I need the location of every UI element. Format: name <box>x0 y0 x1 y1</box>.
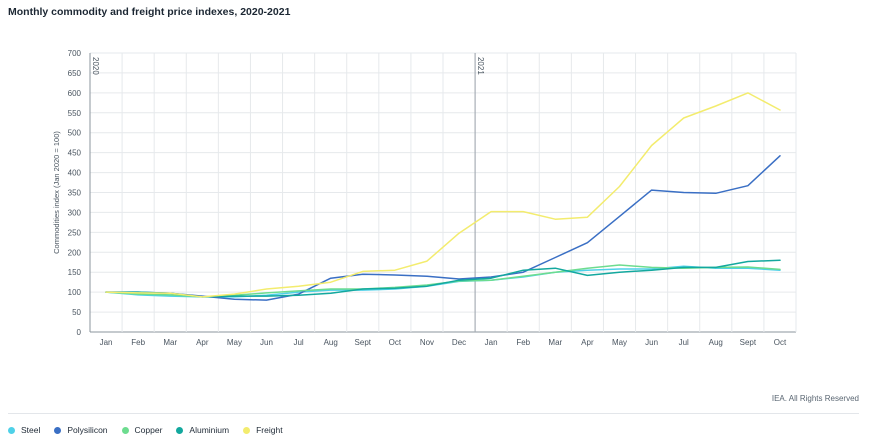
legend-swatch-steel <box>8 426 15 434</box>
y-tick-label-700: 700 <box>68 49 82 58</box>
y-tick-label-0: 0 <box>77 328 82 337</box>
legend-item-aluminium[interactable]: Aluminium <box>176 425 229 435</box>
y-tick-label-450: 450 <box>68 149 82 158</box>
series-line-aluminium <box>105 259 781 298</box>
legend-divider <box>8 413 859 414</box>
legend-label-aluminium: Aluminium <box>189 425 230 435</box>
chart-title: Monthly commodity and freight price inde… <box>8 6 291 18</box>
credit-text: IEA. All Rights Reserved <box>771 394 859 403</box>
x-tick-label-2: Mar <box>163 338 177 347</box>
legend-swatch-polysilicon <box>54 426 62 434</box>
x-tick-label-11: Dec <box>452 338 466 347</box>
y-tick-label-550: 550 <box>68 109 82 118</box>
x-tick-label-5: Jun <box>260 338 273 347</box>
y-tick-label-150: 150 <box>68 268 82 277</box>
x-tick-label-21: Oct <box>774 338 787 347</box>
legend-item-steel[interactable]: Steel <box>8 425 40 435</box>
y-tick-label-500: 500 <box>68 129 82 138</box>
year-marker-label-2021: 2021 <box>476 57 485 75</box>
y-axis-label: Commodities index (Jan 2020 = 100) <box>52 131 61 254</box>
x-tick-label-0: Jan <box>100 338 113 347</box>
x-tick-label-1: Feb <box>131 338 145 347</box>
x-tick-label-9: Oct <box>389 338 402 347</box>
x-tick-label-13: Feb <box>516 338 530 347</box>
legend-label-freight: Freight <box>256 425 283 435</box>
y-tick-label-200: 200 <box>68 248 82 257</box>
x-tick-label-17: Jun <box>645 338 658 347</box>
y-tick-label-300: 300 <box>68 208 82 217</box>
legend-swatch-copper <box>121 426 129 434</box>
line-chart: 0 50 100 150 200 250 300 350 400 450 500 550 600 650 7… <box>52 49 797 347</box>
x-tick-label-4: May <box>227 338 242 347</box>
legend-label-steel: Steel <box>21 425 41 435</box>
x-tick-label-18: Jul <box>679 338 689 347</box>
y-tick-label-650: 650 <box>68 69 82 78</box>
x-tick-label-15: Apr <box>581 338 594 347</box>
x-tick-label-7: Aug <box>324 338 338 347</box>
x-tick-label-3: Apr <box>196 338 209 347</box>
y-tick-label-50: 50 <box>72 308 81 317</box>
legend-item-freight[interactable]: Freight <box>243 425 283 435</box>
x-tick-label-14: Mar <box>548 338 562 347</box>
y-tick-label-400: 400 <box>68 169 82 178</box>
x-tick-label-12: Jan <box>485 338 498 347</box>
y-tick-label-250: 250 <box>68 228 82 237</box>
legend: Steel Polysilicon Copper Aluminium Freig… <box>8 425 283 435</box>
y-tick-label-600: 600 <box>68 89 82 98</box>
x-tick-label-10: Nov <box>420 338 434 347</box>
x-tick-label-16: May <box>612 338 627 347</box>
x-tick-label-19: Aug <box>709 338 723 347</box>
series-line-polysilicon <box>105 155 781 301</box>
y-tick-label-100: 100 <box>68 288 82 297</box>
year-marker-label-2020: 2020 <box>91 57 100 75</box>
x-tick-label-20: Sept <box>740 338 757 347</box>
legend-label-polysilicon: Polysilicon <box>67 425 108 435</box>
legend-item-copper[interactable]: Copper <box>121 425 163 435</box>
x-tick-label-6: Jul <box>293 338 303 347</box>
legend-swatch-aluminium <box>176 426 184 434</box>
y-tick-label-350: 350 <box>68 189 82 198</box>
legend-swatch-freight <box>243 426 251 434</box>
x-tick-label-8: Sept <box>355 338 372 347</box>
legend-label-copper: Copper <box>134 425 163 435</box>
series-line-freight <box>105 92 781 298</box>
legend-item-polysilicon[interactable]: Polysilicon <box>54 425 108 435</box>
